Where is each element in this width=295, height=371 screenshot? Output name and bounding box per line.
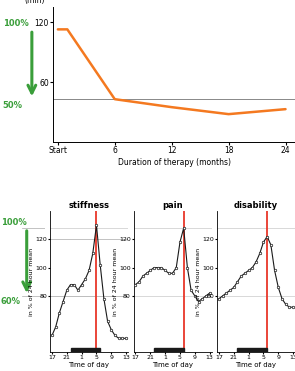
Y-axis label: in % of 24 hour mean: in % of 24 hour mean — [196, 248, 201, 316]
Title: pain: pain — [162, 201, 183, 210]
Text: 100%: 100% — [3, 19, 28, 28]
Text: 60%: 60% — [1, 297, 21, 306]
X-axis label: Time of day: Time of day — [68, 362, 109, 368]
Bar — [154, 348, 184, 352]
X-axis label: Duration of therapy (months): Duration of therapy (months) — [117, 158, 231, 167]
Y-axis label: in % of 24 hour mean: in % of 24 hour mean — [29, 248, 34, 316]
Title: disability: disability — [234, 201, 278, 210]
Text: 100%: 100% — [1, 218, 27, 227]
Bar — [237, 348, 267, 352]
Y-axis label: in % of 24 hour mean: in % of 24 hour mean — [113, 248, 118, 316]
X-axis label: Time of day: Time of day — [235, 362, 276, 368]
Text: Morning
stiffness
(min): Morning stiffness (min) — [24, 0, 56, 5]
X-axis label: Time of day: Time of day — [152, 362, 193, 368]
Text: 50%: 50% — [3, 101, 23, 109]
Bar — [71, 348, 100, 352]
Title: stiffness: stiffness — [68, 201, 109, 210]
